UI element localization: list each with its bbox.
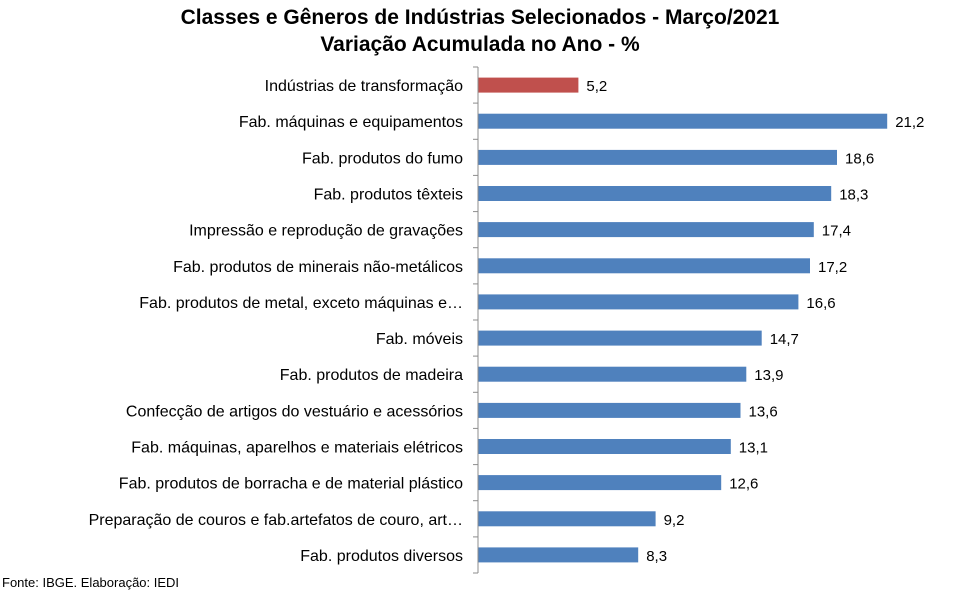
- data-label: 21,2: [895, 114, 924, 131]
- data-label: 14,7: [770, 331, 799, 348]
- data-label: 13,9: [754, 367, 783, 384]
- bar: [478, 511, 656, 527]
- data-label: 13,1: [739, 440, 768, 457]
- data-label: 16,6: [806, 295, 835, 312]
- data-label: 8,3: [646, 548, 667, 565]
- bar: [478, 475, 722, 491]
- bar: [478, 77, 579, 93]
- source-note: Fonte: IBGE. Elaboração: IEDI: [2, 575, 180, 590]
- category-label: Confecção de artigos do vestuário e aces…: [126, 403, 463, 420]
- category-label: Impressão e reprodução de gravações: [189, 223, 463, 240]
- bar: [478, 330, 762, 346]
- bar: [478, 149, 837, 165]
- category-label: Fab. produtos de madeira: [280, 367, 463, 384]
- bar: [478, 402, 741, 418]
- category-label: Fab. produtos de minerais não-metálicos: [173, 259, 463, 276]
- chart-subtitle: Variação Acumulada no Ano - %: [320, 33, 640, 56]
- category-label: Fab. máquinas e equipamentos: [239, 114, 463, 131]
- chart-title: Classes e Gêneros de Indústrias Selecion…: [180, 6, 780, 29]
- category-label: Fab. móveis: [376, 331, 463, 348]
- category-label: Fab. produtos têxteis: [314, 187, 463, 204]
- data-label: 17,4: [822, 223, 851, 240]
- category-label: Fab. produtos de borracha e de material …: [119, 476, 463, 493]
- bar: [478, 222, 814, 238]
- bar: [478, 547, 639, 563]
- category-label: Fab. produtos diversos: [300, 548, 463, 565]
- category-label: Fab. máquinas, aparelhos e materiais elé…: [131, 440, 463, 457]
- category-label: Fab. produtos de metal, exceto máquinas …: [139, 295, 463, 312]
- data-label: 12,6: [729, 476, 758, 493]
- bar: [478, 366, 747, 382]
- bar: [478, 439, 731, 454]
- data-label: 18,3: [839, 187, 868, 204]
- category-label: Fab. produtos do fumo: [302, 150, 463, 167]
- data-label: 9,2: [664, 512, 685, 529]
- data-label: 17,2: [818, 259, 847, 276]
- bar: [478, 186, 832, 201]
- bar: [478, 294, 799, 310]
- category-label: Preparação de couros e fab.artefatos de …: [89, 512, 463, 529]
- bar: [478, 113, 888, 129]
- bar: [478, 258, 810, 274]
- category-label: Indústrias de transformação: [265, 78, 463, 95]
- data-label: 5,2: [586, 78, 607, 95]
- data-label: 13,6: [749, 403, 778, 420]
- data-label: 18,6: [845, 150, 874, 167]
